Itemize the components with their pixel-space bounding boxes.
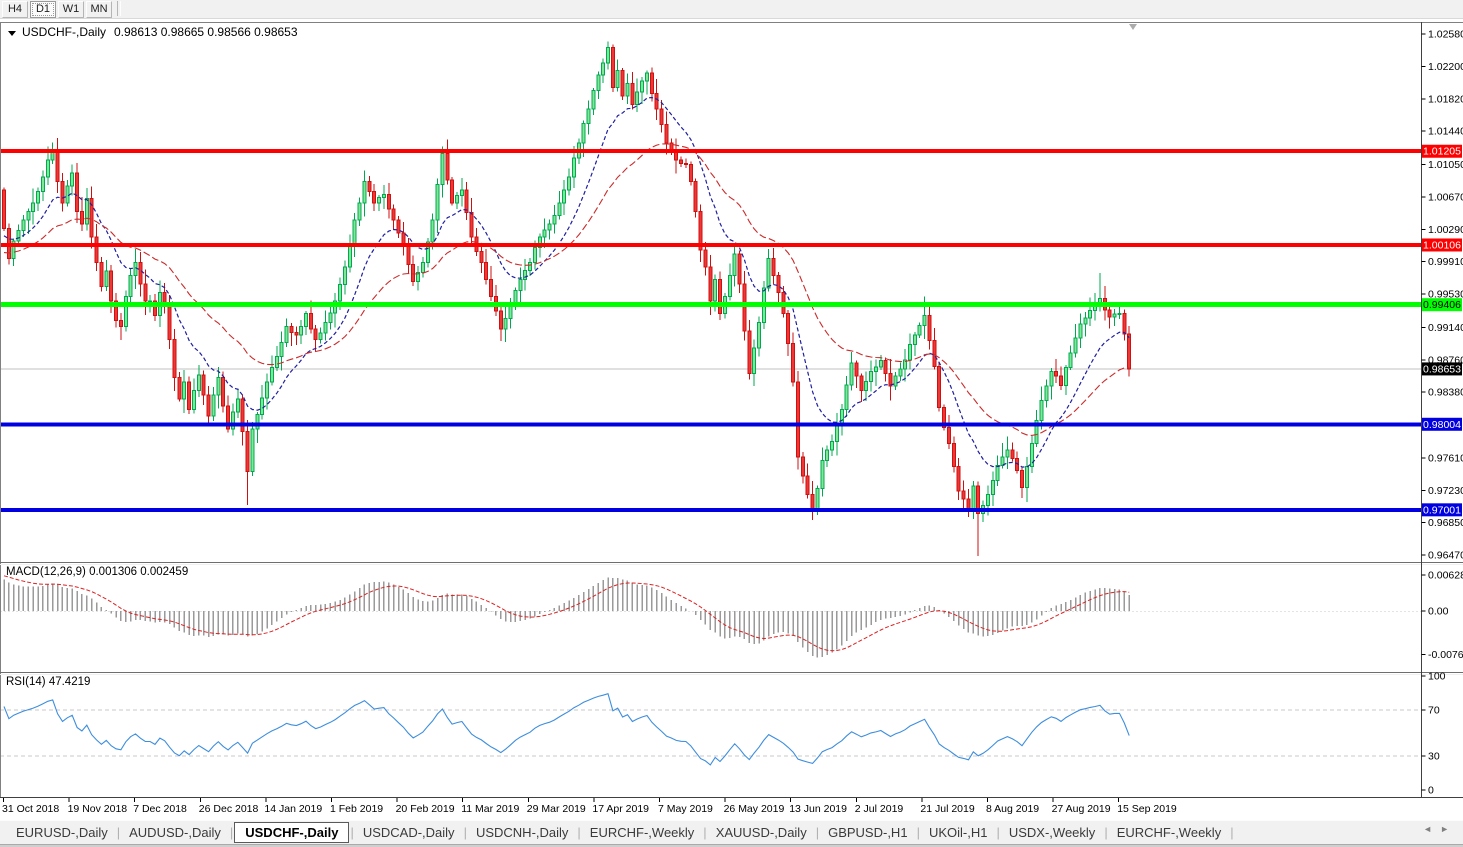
- price-axis-label: 1.01820: [1428, 93, 1463, 105]
- tab-separator: |: [1104, 825, 1108, 840]
- rsi-pane: RSI(14) 47.4219: [0, 676, 1422, 766]
- price-axis-label: 0.99910: [1428, 256, 1463, 268]
- pane-borders: [0, 22, 1463, 798]
- symbol-tab-eurusd-daily[interactable]: EURUSD-,Daily: [16, 825, 108, 840]
- date-label: 2 Jul 2019: [855, 803, 904, 815]
- date-label: 11 Mar 2019: [461, 803, 519, 815]
- date-label: 13 Jun 2019: [789, 803, 847, 815]
- symbol-tab-eurchf-weekly[interactable]: EURCHF-,Weekly: [1116, 825, 1222, 840]
- price-axis-label: 0.98380: [1428, 387, 1463, 399]
- date-label: 26 May 2019: [724, 803, 785, 815]
- date-label: 7 Dec 2018: [133, 803, 187, 815]
- symbol-tab-ukoil-h1[interactable]: UKOil-,H1: [928, 825, 988, 840]
- timeframe-button-mn[interactable]: MN: [86, 1, 112, 18]
- price-axis-label: 0.97610: [1428, 452, 1463, 464]
- rsi-line: [3, 693, 1130, 766]
- price-axis-label: 0.99140: [1428, 322, 1463, 334]
- rsi-axis-label: 30: [1428, 750, 1440, 762]
- tab-separator: |: [916, 825, 920, 840]
- chart-canvas[interactable]: MACD(12,26,9) 0.001306 0.002459 RSI(14) 4…: [0, 22, 1463, 819]
- macd-axis-label: 0.00: [1428, 606, 1449, 618]
- symbol-tab-xauusd-daily[interactable]: XAUUSD-,Daily: [715, 825, 807, 840]
- tab-separator: |: [577, 825, 581, 840]
- timeframe-button-w1[interactable]: W1: [58, 1, 84, 18]
- timeframe-toolbar: H4 D1 W1 MN: [0, 0, 1463, 19]
- date-label: 19 Nov 2018: [68, 803, 128, 815]
- price-tag: 0.98004: [1423, 419, 1461, 431]
- chart-window[interactable]: MACD(12,26,9) 0.001306 0.002459 RSI(14) 4…: [0, 22, 1463, 819]
- date-label: 26 Dec 2018: [199, 803, 259, 815]
- tab-separator: |: [463, 825, 467, 840]
- price-axis-label: 0.96850: [1428, 517, 1463, 529]
- price-tag: 0.99406: [1423, 299, 1461, 311]
- tab-separator: |: [350, 825, 354, 840]
- price-tag: 0.98653: [1423, 363, 1461, 375]
- symbol-tab-gbpusd-h1[interactable]: GBPUSD-,H1: [828, 825, 908, 840]
- tab-separator: |: [1230, 825, 1234, 840]
- window-bottom-edge: [0, 844, 1463, 847]
- slow-ma-line: [3, 143, 1130, 436]
- macd-signal-line: [3, 575, 1130, 652]
- candles-layer: [2, 41, 1132, 556]
- tab-separator: |: [116, 825, 121, 840]
- tab-scroll-arrows[interactable]: ◄►: [1423, 824, 1457, 834]
- date-label: 14 Jan 2019: [264, 803, 322, 815]
- price-axis[interactable]: 1.02580 1.02200 1.01820 1.01440 1.01050 1.006…: [1421, 28, 1463, 797]
- date-label: 21 Jul 2019: [920, 803, 974, 815]
- symbol-tab-usdcnh-daily[interactable]: USDCNH-,Daily: [475, 825, 569, 840]
- price-axis-label: 1.02200: [1428, 61, 1463, 73]
- rsi-indicator-label: RSI(14) 47.4219: [6, 676, 90, 688]
- chart-shift-marker-icon[interactable]: [1129, 24, 1137, 30]
- symbol-label: USDCHF-,Daily: [22, 25, 106, 39]
- chart-title: USDCHF-,Daily 0.98613 0.98665 0.98566 0.9…: [8, 25, 298, 39]
- symbol-dropdown-icon[interactable]: [8, 31, 16, 36]
- date-label: 20 Feb 2019: [396, 803, 455, 815]
- price-axis-label: 1.01050: [1428, 159, 1463, 171]
- date-label: 27 Aug 2019: [1052, 803, 1111, 815]
- tab-separator: |: [996, 825, 1000, 840]
- price-axis-label: 1.00670: [1428, 191, 1463, 203]
- tab-scroll-right-icon[interactable]: ►: [1440, 824, 1457, 834]
- date-label: 7 May 2019: [658, 803, 713, 815]
- price-tag: 1.01205: [1423, 146, 1461, 158]
- price-axis-label: 1.01440: [1428, 126, 1463, 138]
- symbol-tab-usdx-weekly[interactable]: USDX-,Weekly: [1008, 825, 1096, 840]
- symbol-tab-usdchf-daily[interactable]: USDCHF-,Daily: [234, 822, 350, 843]
- price-tag: 1.00106: [1423, 239, 1461, 251]
- toolbar-separator: [117, 1, 121, 16]
- price-tag: 0.97001: [1423, 504, 1461, 516]
- symbol-tab-usdcad-daily[interactable]: USDCAD-,Daily: [362, 825, 455, 840]
- tab-scroll-left-icon[interactable]: ◄: [1423, 824, 1441, 834]
- macd-indicator-label: MACD(12,26,9) 0.001306 0.002459: [6, 566, 188, 578]
- symbol-tab-audusd-daily[interactable]: AUDUSD-,Daily: [129, 825, 221, 840]
- price-axis-label: 0.96470: [1428, 550, 1463, 562]
- date-label: 15 Sep 2019: [1117, 803, 1177, 815]
- price-axis-label: 1.02580: [1428, 28, 1463, 40]
- date-label: 29 Mar 2019: [527, 803, 586, 815]
- macd-pane: MACD(12,26,9) 0.001306 0.002459: [0, 566, 1422, 658]
- date-label: 17 Apr 2019: [592, 803, 649, 815]
- macd-axis-label: -0.00762: [1428, 649, 1463, 661]
- date-axis[interactable]: 31 Oct 2018 19 Nov 2018 7 Dec 2018 26 Dec 2…: [2, 798, 1177, 815]
- price-axis-label: 0.99530: [1428, 289, 1463, 301]
- tab-separator: |: [815, 825, 820, 840]
- quote-ohlc: 0.98613 0.98665 0.98566 0.98653: [114, 25, 298, 39]
- tab-separator: |: [703, 825, 707, 840]
- rsi-axis-label: 100: [1428, 671, 1446, 683]
- rsi-axis-label: 70: [1428, 705, 1440, 717]
- symbol-tab-eurchf-weekly[interactable]: EURCHF-,Weekly: [589, 825, 695, 840]
- symbol-tab-bar: EURUSD-,Daily | AUDUSD-,Daily | USDCHF-,Dail…: [0, 820, 1463, 844]
- price-axis-label: 0.97230: [1428, 485, 1463, 497]
- price-axis-label: 1.00290: [1428, 224, 1463, 236]
- timeframe-button-h4[interactable]: H4: [2, 1, 28, 18]
- rsi-axis-label: 0: [1428, 785, 1434, 797]
- tab-separator: |: [229, 825, 234, 840]
- macd-axis-label: 0.006286: [1428, 569, 1463, 581]
- fast-ma-line: [3, 96, 1130, 468]
- timeframe-button-d1[interactable]: D1: [30, 1, 56, 18]
- date-label: 1 Feb 2019: [330, 803, 383, 815]
- date-label: 8 Aug 2019: [986, 803, 1039, 815]
- date-label: 31 Oct 2018: [2, 803, 59, 815]
